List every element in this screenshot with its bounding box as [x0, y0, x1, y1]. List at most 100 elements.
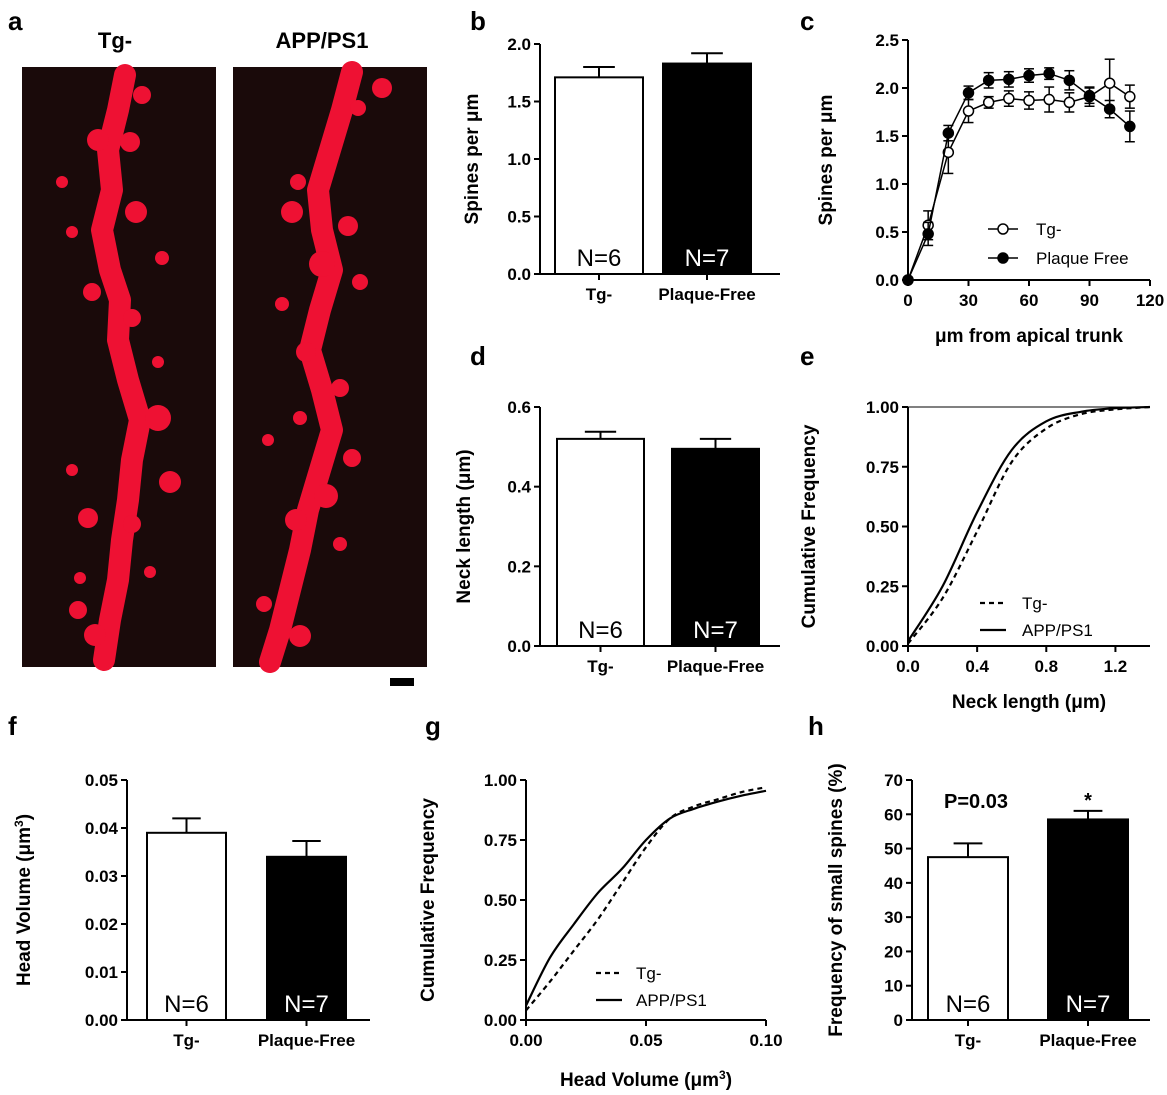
- legend-label: Tg-: [1036, 220, 1062, 239]
- y-tick-label: 0.5: [875, 223, 899, 242]
- panel-c: c 0.0 0.5 1.0 1.5 2.0 2.5 0 30 60 90 120 Spines per…: [800, 6, 1164, 347]
- bar-f-1: [146, 831, 227, 1021]
- y-axis-label-g: Cumulative Frequency: [418, 798, 439, 1002]
- data-point: [1043, 67, 1055, 80]
- spine-heads-app-ps1: [256, 78, 392, 647]
- chart-c: 0.0 0.5 1.0 1.5 2.0 2.5 0 30 60 90 120 Spines per μ…: [816, 31, 1164, 347]
- panel-label-f: f: [8, 711, 17, 741]
- bar-f-2: [266, 855, 347, 1021]
- data-point: [1124, 90, 1136, 103]
- panel-d: d 0.0 0.2 0.4 0.6 Neck length (μm) Tg- N=6 Plaq…: [454, 341, 780, 676]
- chart-h: 0 10 20 30 40 50 60 70 Frequency of small spines…: [826, 763, 1150, 1050]
- legend-label: APP/PS1: [1022, 621, 1093, 640]
- panel-e: e 0.00 0.25 0.50 0.75 1.00 0.0 0.4 0.8 1.2 Cumula…: [799, 341, 1151, 713]
- y-tick-label: 0.75: [866, 458, 899, 477]
- y-tick-label: 0.00: [484, 1011, 517, 1030]
- bar-d-2: [671, 447, 760, 648]
- y-tick-label: 0.0: [507, 265, 531, 284]
- data-point: [962, 105, 975, 117]
- y-tick-label: 40: [884, 874, 903, 893]
- bar-d-1: [556, 437, 645, 647]
- micrograph-app-ps1: [233, 61, 427, 673]
- x-tick-label: 0: [903, 291, 912, 310]
- y-axis-label-h: Frequency of small spines (%): [826, 763, 847, 1036]
- x-tick-label: 120: [1136, 291, 1164, 310]
- panel-h: h 0 10 20 30 40 50 60 70 Frequency of small spin…: [808, 711, 1150, 1050]
- chart-e: 0.00 0.25 0.50 0.75 1.00 0.0 0.4 0.8 1.2 Cumulati…: [799, 398, 1151, 713]
- data-point: [942, 146, 955, 159]
- cumulative-line-2: [907, 405, 1151, 642]
- y-tick-label: 0.02: [85, 915, 118, 934]
- n-label: N=6: [578, 617, 623, 644]
- y-tick-label: 0.4: [507, 478, 531, 497]
- n-label: N=6: [946, 991, 991, 1018]
- y-axis-label-e: Cumulative Frequency: [799, 424, 820, 628]
- dendrite-app-ps1: [259, 61, 363, 673]
- y-tick-label: 1.5: [507, 93, 531, 112]
- panel-label-e: e: [800, 341, 814, 371]
- data-point: [962, 87, 975, 99]
- panel-label-c: c: [800, 6, 814, 36]
- y-axis-label-c: Spines per μm: [816, 95, 837, 226]
- data-point: [902, 274, 914, 286]
- y-tick-label: 0.25: [866, 577, 899, 596]
- spine-heads-tg: [56, 86, 181, 646]
- y-tick-label: 0.04: [85, 819, 119, 838]
- y-tick-label: 70: [884, 771, 903, 790]
- x-axis-label-g: Head Volume (μm3): [560, 1068, 732, 1091]
- x-tick-label: Tg-: [955, 1031, 981, 1050]
- x-tick-label: Tg-: [173, 1031, 199, 1050]
- legend-label: Tg-: [1022, 594, 1048, 613]
- cumulative-line-1: [525, 786, 767, 1012]
- data-point: [922, 228, 934, 240]
- x-tick-label: 0.0: [896, 657, 920, 676]
- y-tick-label: 0.75: [484, 831, 517, 850]
- x-tick-label: 1.2: [1104, 657, 1128, 676]
- bar-h-1: [927, 856, 1009, 1022]
- n-label: N=7: [1066, 991, 1111, 1018]
- panel-label-d: d: [470, 341, 486, 371]
- y-tick-label: 1.0: [875, 175, 899, 194]
- bar-b-2: [662, 62, 752, 275]
- y-tick-label: 0.0: [875, 271, 899, 290]
- y-axis-label-d: Neck length (μm): [454, 449, 475, 603]
- y-tick-label: 0.03: [85, 867, 118, 886]
- y-tick-label: 2.0: [507, 35, 531, 54]
- panel-label-a: a: [8, 6, 23, 36]
- x-tick-label: Plaque-Free: [258, 1031, 355, 1050]
- chart-g: 0.00 0.25 0.50 0.75 1.00 0.00 0.05 0.10 Cumulati…: [418, 771, 783, 1091]
- y-tick-label: 0.5: [507, 208, 531, 227]
- y-tick-label: 30: [884, 908, 903, 927]
- y-tick-label: 0.50: [866, 518, 899, 537]
- dendrite-tg: [91, 64, 151, 671]
- y-tick-label: 0.01: [85, 963, 118, 982]
- chart-d: 0.0 0.2 0.4 0.6 Neck length (μm) Tg- N=6 Plaque…: [454, 398, 780, 676]
- p-value-annotation: P=0.03: [944, 791, 1008, 813]
- data-point: [1003, 73, 1015, 86]
- data-point: [982, 96, 995, 109]
- data-point: [1003, 92, 1015, 105]
- legend-label: APP/PS1: [636, 991, 707, 1010]
- legend-marker: [997, 223, 1009, 235]
- y-tick-label: 0.00: [866, 637, 899, 656]
- data-point: [1063, 74, 1076, 87]
- y-tick-label: 0.00: [85, 1011, 118, 1030]
- bar-h-2: [1047, 818, 1129, 1022]
- cumulative-line-1: [907, 405, 1151, 645]
- x-tick-label: 0.8: [1034, 657, 1058, 676]
- x-tick-label: 0.00: [509, 1031, 542, 1050]
- x-tick-label: 0.10: [749, 1031, 782, 1050]
- y-tick-label: 1.00: [866, 398, 899, 417]
- y-tick-label: 0.25: [484, 951, 517, 970]
- y-tick-label: 0.0: [507, 637, 531, 656]
- x-tick-label: 30: [959, 291, 978, 310]
- legend-marker: [997, 252, 1009, 264]
- legend-label: Tg-: [636, 964, 662, 983]
- data-point: [1023, 69, 1035, 82]
- data-point: [982, 74, 995, 87]
- significance-star: *: [1084, 790, 1092, 812]
- image-title-app-ps1: APP/PS1: [276, 28, 369, 53]
- y-tick-label: 2.5: [875, 31, 899, 50]
- legend-label: Plaque Free: [1036, 249, 1129, 268]
